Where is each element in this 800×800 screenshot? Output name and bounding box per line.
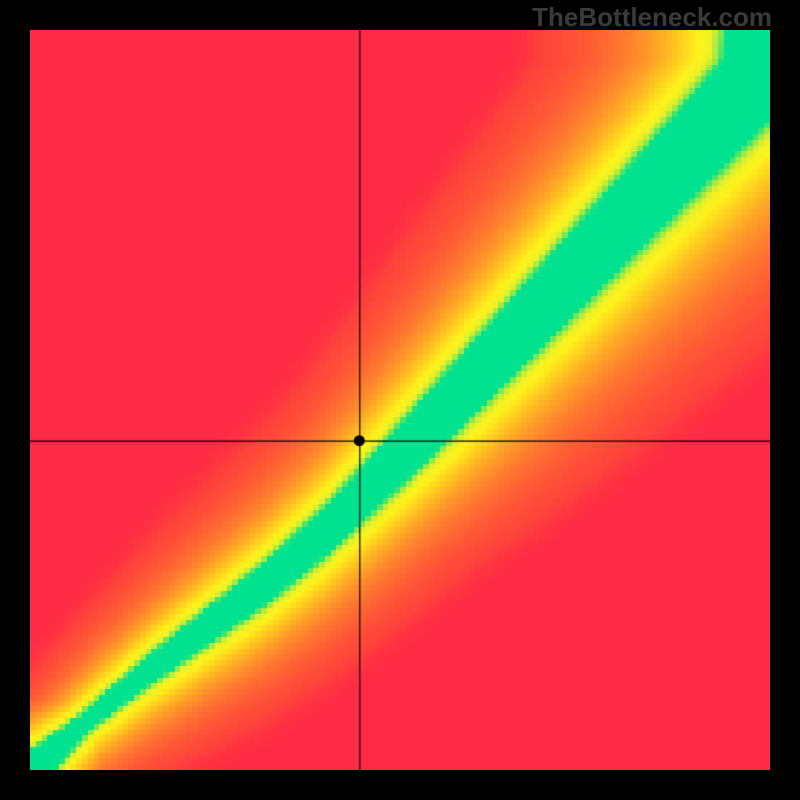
heatmap-plot (30, 30, 770, 770)
chart-container: TheBottleneck.com (0, 0, 800, 800)
watermark-text: TheBottleneck.com (532, 2, 772, 33)
